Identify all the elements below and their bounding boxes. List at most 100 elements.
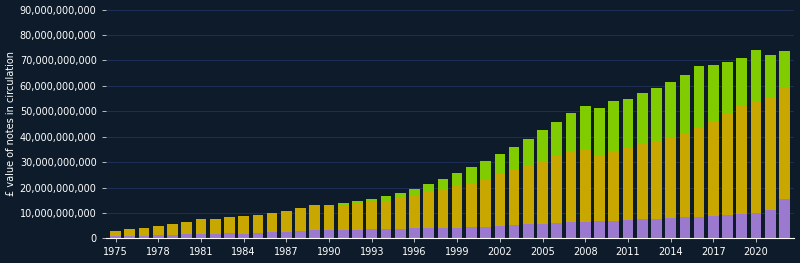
Bar xyxy=(167,224,178,235)
Bar xyxy=(295,238,306,239)
Bar xyxy=(494,154,505,174)
Bar xyxy=(737,237,747,239)
Bar xyxy=(580,149,590,222)
Bar xyxy=(765,237,775,239)
Bar xyxy=(566,222,576,237)
Bar xyxy=(666,218,676,237)
Bar xyxy=(352,201,363,204)
Bar xyxy=(238,216,249,234)
Bar xyxy=(366,199,377,202)
Bar xyxy=(224,237,234,239)
Bar xyxy=(395,198,406,229)
Bar xyxy=(352,238,363,239)
Bar xyxy=(679,75,690,134)
Bar xyxy=(182,222,192,235)
Bar xyxy=(494,238,505,239)
Bar xyxy=(666,237,676,239)
Y-axis label: £ value of notes in circulation: £ value of notes in circulation xyxy=(6,52,15,196)
Bar xyxy=(338,238,349,239)
Bar xyxy=(622,220,634,237)
Bar xyxy=(708,120,718,216)
Bar xyxy=(651,88,662,141)
Bar xyxy=(765,97,775,210)
Bar xyxy=(566,151,576,222)
Bar xyxy=(637,93,647,144)
Bar xyxy=(267,213,278,232)
Bar xyxy=(580,107,590,149)
Bar xyxy=(452,173,462,186)
Bar xyxy=(167,235,178,237)
Bar xyxy=(153,226,164,235)
Bar xyxy=(381,229,391,238)
Bar xyxy=(750,237,762,239)
Bar xyxy=(438,179,448,189)
Bar xyxy=(281,238,292,239)
Bar xyxy=(167,237,178,239)
Bar xyxy=(196,234,206,237)
Bar xyxy=(622,237,634,239)
Bar xyxy=(238,238,249,239)
Bar xyxy=(366,238,377,239)
Bar xyxy=(637,144,647,219)
Bar xyxy=(608,220,619,237)
Bar xyxy=(253,238,263,239)
Bar xyxy=(679,237,690,239)
Bar xyxy=(466,167,477,183)
Bar xyxy=(324,205,334,206)
Bar xyxy=(694,237,705,239)
Bar xyxy=(352,230,363,238)
Bar xyxy=(153,235,164,237)
Bar xyxy=(196,219,206,234)
Bar xyxy=(310,205,320,230)
Bar xyxy=(551,156,562,223)
Bar xyxy=(538,238,548,239)
Bar xyxy=(267,238,278,239)
Bar xyxy=(438,189,448,228)
Bar xyxy=(637,237,647,239)
Bar xyxy=(708,216,718,237)
Bar xyxy=(608,151,619,220)
Bar xyxy=(538,130,548,161)
Bar xyxy=(423,228,434,238)
Bar xyxy=(381,238,391,239)
Bar xyxy=(338,203,349,205)
Bar xyxy=(110,231,121,236)
Bar xyxy=(452,228,462,238)
Bar xyxy=(494,174,505,226)
Bar xyxy=(310,230,320,238)
Bar xyxy=(694,217,705,237)
Bar xyxy=(523,165,534,224)
Bar xyxy=(779,87,790,199)
Bar xyxy=(138,237,150,239)
Bar xyxy=(409,238,420,239)
Bar xyxy=(750,50,762,101)
Bar xyxy=(779,51,790,87)
Bar xyxy=(409,189,420,195)
Bar xyxy=(722,237,733,239)
Bar xyxy=(110,236,121,238)
Bar xyxy=(125,238,135,239)
Bar xyxy=(608,101,619,151)
Bar xyxy=(679,218,690,237)
Bar xyxy=(566,113,576,151)
Bar xyxy=(466,227,477,238)
Bar xyxy=(737,106,747,214)
Bar xyxy=(538,161,548,224)
Bar xyxy=(224,217,234,233)
Bar xyxy=(409,195,420,229)
Bar xyxy=(737,58,747,106)
Bar xyxy=(694,66,705,128)
Bar xyxy=(409,229,420,238)
Bar xyxy=(338,205,349,230)
Bar xyxy=(666,137,676,218)
Bar xyxy=(210,237,221,239)
Bar xyxy=(509,225,519,238)
Bar xyxy=(651,237,662,239)
Bar xyxy=(480,226,491,238)
Bar xyxy=(210,219,221,234)
Bar xyxy=(523,238,534,239)
Bar xyxy=(580,237,590,239)
Bar xyxy=(722,215,733,237)
Bar xyxy=(310,238,320,239)
Bar xyxy=(722,63,733,113)
